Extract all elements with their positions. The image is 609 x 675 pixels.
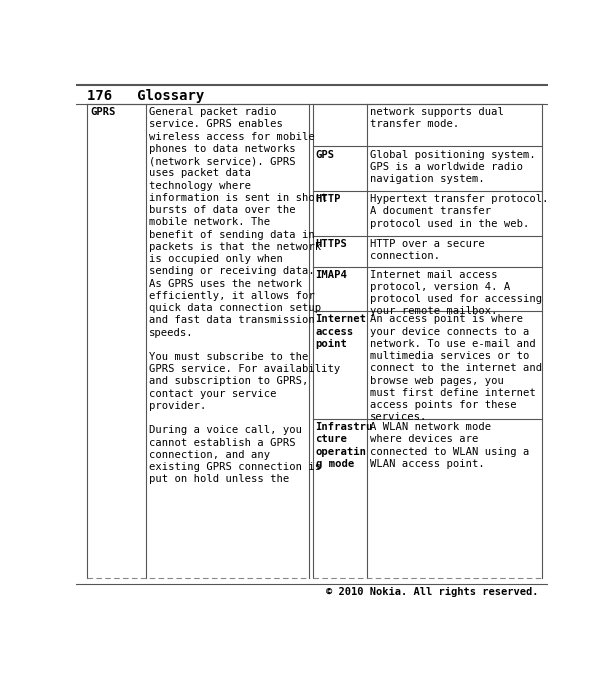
Text: An access point is where
your device connects to a
network. To use e-mail and
mu: An access point is where your device con… (370, 315, 542, 423)
Text: HTTPS: HTTPS (315, 239, 348, 249)
Text: Global positioning system.
GPS is a worldwide radio
navigation system.: Global positioning system. GPS is a worl… (370, 150, 535, 184)
Text: network supports dual
transfer mode.: network supports dual transfer mode. (370, 107, 504, 130)
Text: 176   Glossary: 176 Glossary (87, 88, 204, 103)
Text: GPRS: GPRS (90, 107, 116, 117)
Text: HTTP over a secure
connection.: HTTP over a secure connection. (370, 239, 485, 261)
Text: General packet radio
service. GPRS enables
wireless access for mobile
phones to : General packet radio service. GPRS enabl… (149, 107, 340, 485)
Text: IMAP4: IMAP4 (315, 269, 348, 279)
Text: GPS: GPS (315, 150, 335, 159)
Text: Internet
access
point: Internet access point (315, 315, 367, 349)
Text: © 2010 Nokia. All rights reserved.: © 2010 Nokia. All rights reserved. (326, 587, 539, 597)
Text: Hypertext transfer protocol.
A document transfer
protocol used in the web.: Hypertext transfer protocol. A document … (370, 194, 548, 229)
Text: Internet mail access
protocol, version 4. A
protocol used for accessing
your rem: Internet mail access protocol, version 4… (370, 269, 542, 317)
Text: Infrastru
cture
operatin
g mode: Infrastru cture operatin g mode (315, 422, 373, 469)
Text: HTTP: HTTP (315, 194, 341, 205)
Text: A WLAN network mode
where devices are
connected to WLAN using a
WLAN access poin: A WLAN network mode where devices are co… (370, 422, 529, 469)
